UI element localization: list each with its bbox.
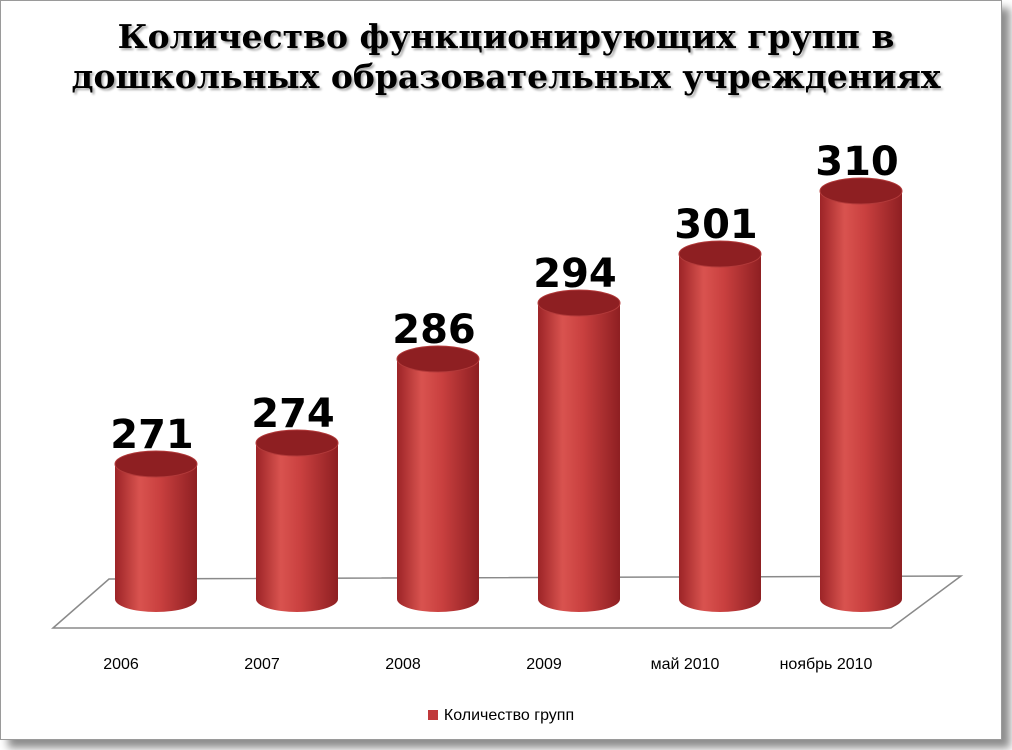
bar-body [538,303,620,612]
chart-frame: Количество функционирующих групп в дошко… [0,0,1002,740]
value-label: 310 [815,139,899,185]
tick-labels-group: 2006 2007 2008 2009 май 2010 ноябрь 2010 [103,656,872,673]
x-tick-label: 2009 [526,656,562,673]
bar-body [115,464,197,612]
bar-body [820,191,902,612]
bar-cap [255,429,339,457]
bar-cap [114,450,198,478]
bar-3 [396,345,480,612]
x-tick-label: 2007 [244,656,280,673]
bar-cap [396,345,480,373]
legend-swatch [427,710,438,720]
x-tick-label: май 2010 [651,656,720,673]
bar-body [256,443,338,612]
bar-4 [537,289,621,612]
bar-body [397,359,479,612]
bar-6 [819,177,903,612]
x-tick-label: 2008 [385,656,421,673]
x-tick-label: 2006 [103,656,139,673]
bar-1 [114,450,198,612]
chart-plot: 271 274 286 294 301 310 2006 2007 2008 2009 май 2… [51,139,964,673]
legend-label: Количество групп [443,707,575,724]
x-tick-label: ноябрь 2010 [780,656,873,673]
bars-group [114,177,903,612]
value-labels-group: 271 274 286 294 301 310 [110,139,899,458]
value-label: 286 [392,307,476,353]
legend: Количество групп [1,707,1001,725]
chart-title: Количество функционирующих групп в дошко… [71,17,941,96]
value-label: 294 [533,251,617,297]
bar-cap [819,177,903,205]
bar-cap [537,289,621,317]
bar-2 [255,429,339,612]
bar-cap [678,240,762,268]
bar-body [679,254,761,612]
value-label: 274 [251,391,335,437]
bar-5 [678,240,762,612]
value-label: 271 [110,412,194,458]
value-label: 301 [674,202,758,248]
